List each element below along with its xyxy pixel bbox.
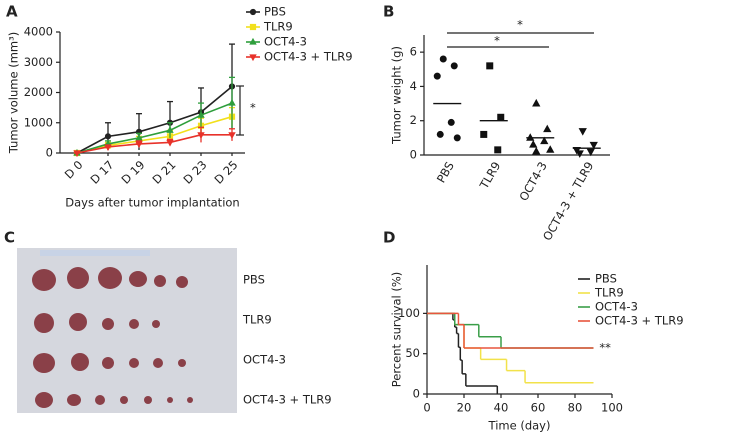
y-tick-label: 4000 <box>24 25 53 39</box>
legend-label: OCT4-3 + TLR9 <box>595 314 684 328</box>
x-tick-label: D 23 <box>180 158 209 187</box>
x-axis-title: Time (day) <box>488 419 551 433</box>
row-label: OCT4-3 <box>243 353 286 367</box>
point <box>228 98 236 106</box>
significance-star: * <box>250 101 256 115</box>
legend-marker <box>249 54 257 62</box>
point <box>532 146 541 155</box>
point <box>73 150 81 158</box>
panel-label: C <box>4 229 15 247</box>
legend-label: TLR9 <box>263 20 293 34</box>
point <box>433 72 441 80</box>
point <box>480 130 488 138</box>
y-tick-label: 4 <box>410 79 417 93</box>
point <box>447 118 455 126</box>
series-line <box>76 134 232 154</box>
point <box>589 141 598 150</box>
x-axis-title: Days after tumor implantation <box>65 196 239 210</box>
y-tick-label: 50 <box>405 346 420 360</box>
legend-label: OCT4-3 <box>264 35 307 49</box>
point <box>497 113 505 121</box>
point <box>436 130 444 138</box>
point <box>532 98 541 107</box>
significance-star: * <box>517 18 523 32</box>
y-axis-title: Tumor volume (mm³) <box>7 32 21 154</box>
x-tick-label: 0 <box>423 401 430 415</box>
y-tick-label: 6 <box>410 45 417 59</box>
series-line <box>76 85 233 154</box>
panel-label: B <box>383 3 394 21</box>
significance-bracket <box>236 85 244 136</box>
point <box>197 111 205 118</box>
x-tick-label: D 17 <box>87 158 116 187</box>
point <box>439 55 447 63</box>
point <box>586 148 595 157</box>
significance-star: ** <box>599 341 611 355</box>
point <box>486 62 494 70</box>
point <box>575 150 584 158</box>
point <box>197 132 205 140</box>
series-line <box>76 102 233 154</box>
y-tick-label: 3000 <box>24 55 53 69</box>
point <box>104 133 112 140</box>
x-tick-label: OCT4-3 + TLR9 <box>540 159 596 243</box>
point <box>578 128 587 136</box>
row-label: TLR9 <box>242 313 272 327</box>
legend-label: TLR9 <box>594 286 624 300</box>
y-tick-label: 1000 <box>24 115 53 129</box>
x-tick-label: D 19 <box>118 158 147 187</box>
x-tick-label: 100 <box>601 401 623 415</box>
legend-marker <box>249 37 257 45</box>
point <box>166 139 174 147</box>
point <box>546 145 555 153</box>
legend-marker <box>249 8 257 16</box>
point <box>228 132 236 140</box>
row-label: OCT4-3 + TLR9 <box>243 393 332 407</box>
legend-label: PBS <box>264 5 286 19</box>
point <box>135 141 143 149</box>
y-tick-label: 2 <box>410 113 417 127</box>
point <box>540 136 549 145</box>
y-axis-title: Tumor weight (g) <box>390 46 404 145</box>
panel-label: A <box>6 3 18 21</box>
tumor-photo <box>17 248 237 413</box>
significance-star: * <box>494 34 500 48</box>
significance-lines <box>447 32 594 48</box>
y-tick-label: 2000 <box>24 85 53 99</box>
panel-label: D <box>383 229 395 247</box>
point <box>494 146 502 154</box>
x-tick-label: PBS <box>434 159 457 185</box>
x-tick-label: OCT4-3 <box>516 159 550 203</box>
point <box>104 144 112 152</box>
series-line <box>76 115 233 154</box>
point <box>450 62 458 70</box>
y-tick-label: 0 <box>46 146 53 160</box>
y-tick-label: 0 <box>413 387 420 401</box>
x-tick-label: 20 <box>457 401 472 415</box>
x-tick-label: D 0 <box>62 158 86 182</box>
point <box>543 124 552 133</box>
x-tick-label: TLR9 <box>476 159 503 192</box>
legend-label: OCT4-3 + TLR9 <box>264 50 353 64</box>
point <box>529 140 538 148</box>
point <box>453 134 461 142</box>
x-tick-label: D 21 <box>149 158 178 187</box>
legend-label: OCT4-3 <box>595 300 638 314</box>
y-axis-title: Percent survival (%) <box>390 272 404 388</box>
y-tick-label: 100 <box>398 306 420 320</box>
x-tick-label: 80 <box>568 401 583 415</box>
legend-label: PBS <box>595 272 617 286</box>
point <box>166 126 174 133</box>
x-tick-label: 60 <box>531 401 546 415</box>
x-tick-label: 40 <box>494 401 509 415</box>
y-tick-label: 0 <box>410 148 417 162</box>
row-label: PBS <box>243 273 265 287</box>
x-tick-label: D 25 <box>211 158 240 187</box>
point <box>135 133 143 141</box>
legend-marker <box>249 23 257 31</box>
